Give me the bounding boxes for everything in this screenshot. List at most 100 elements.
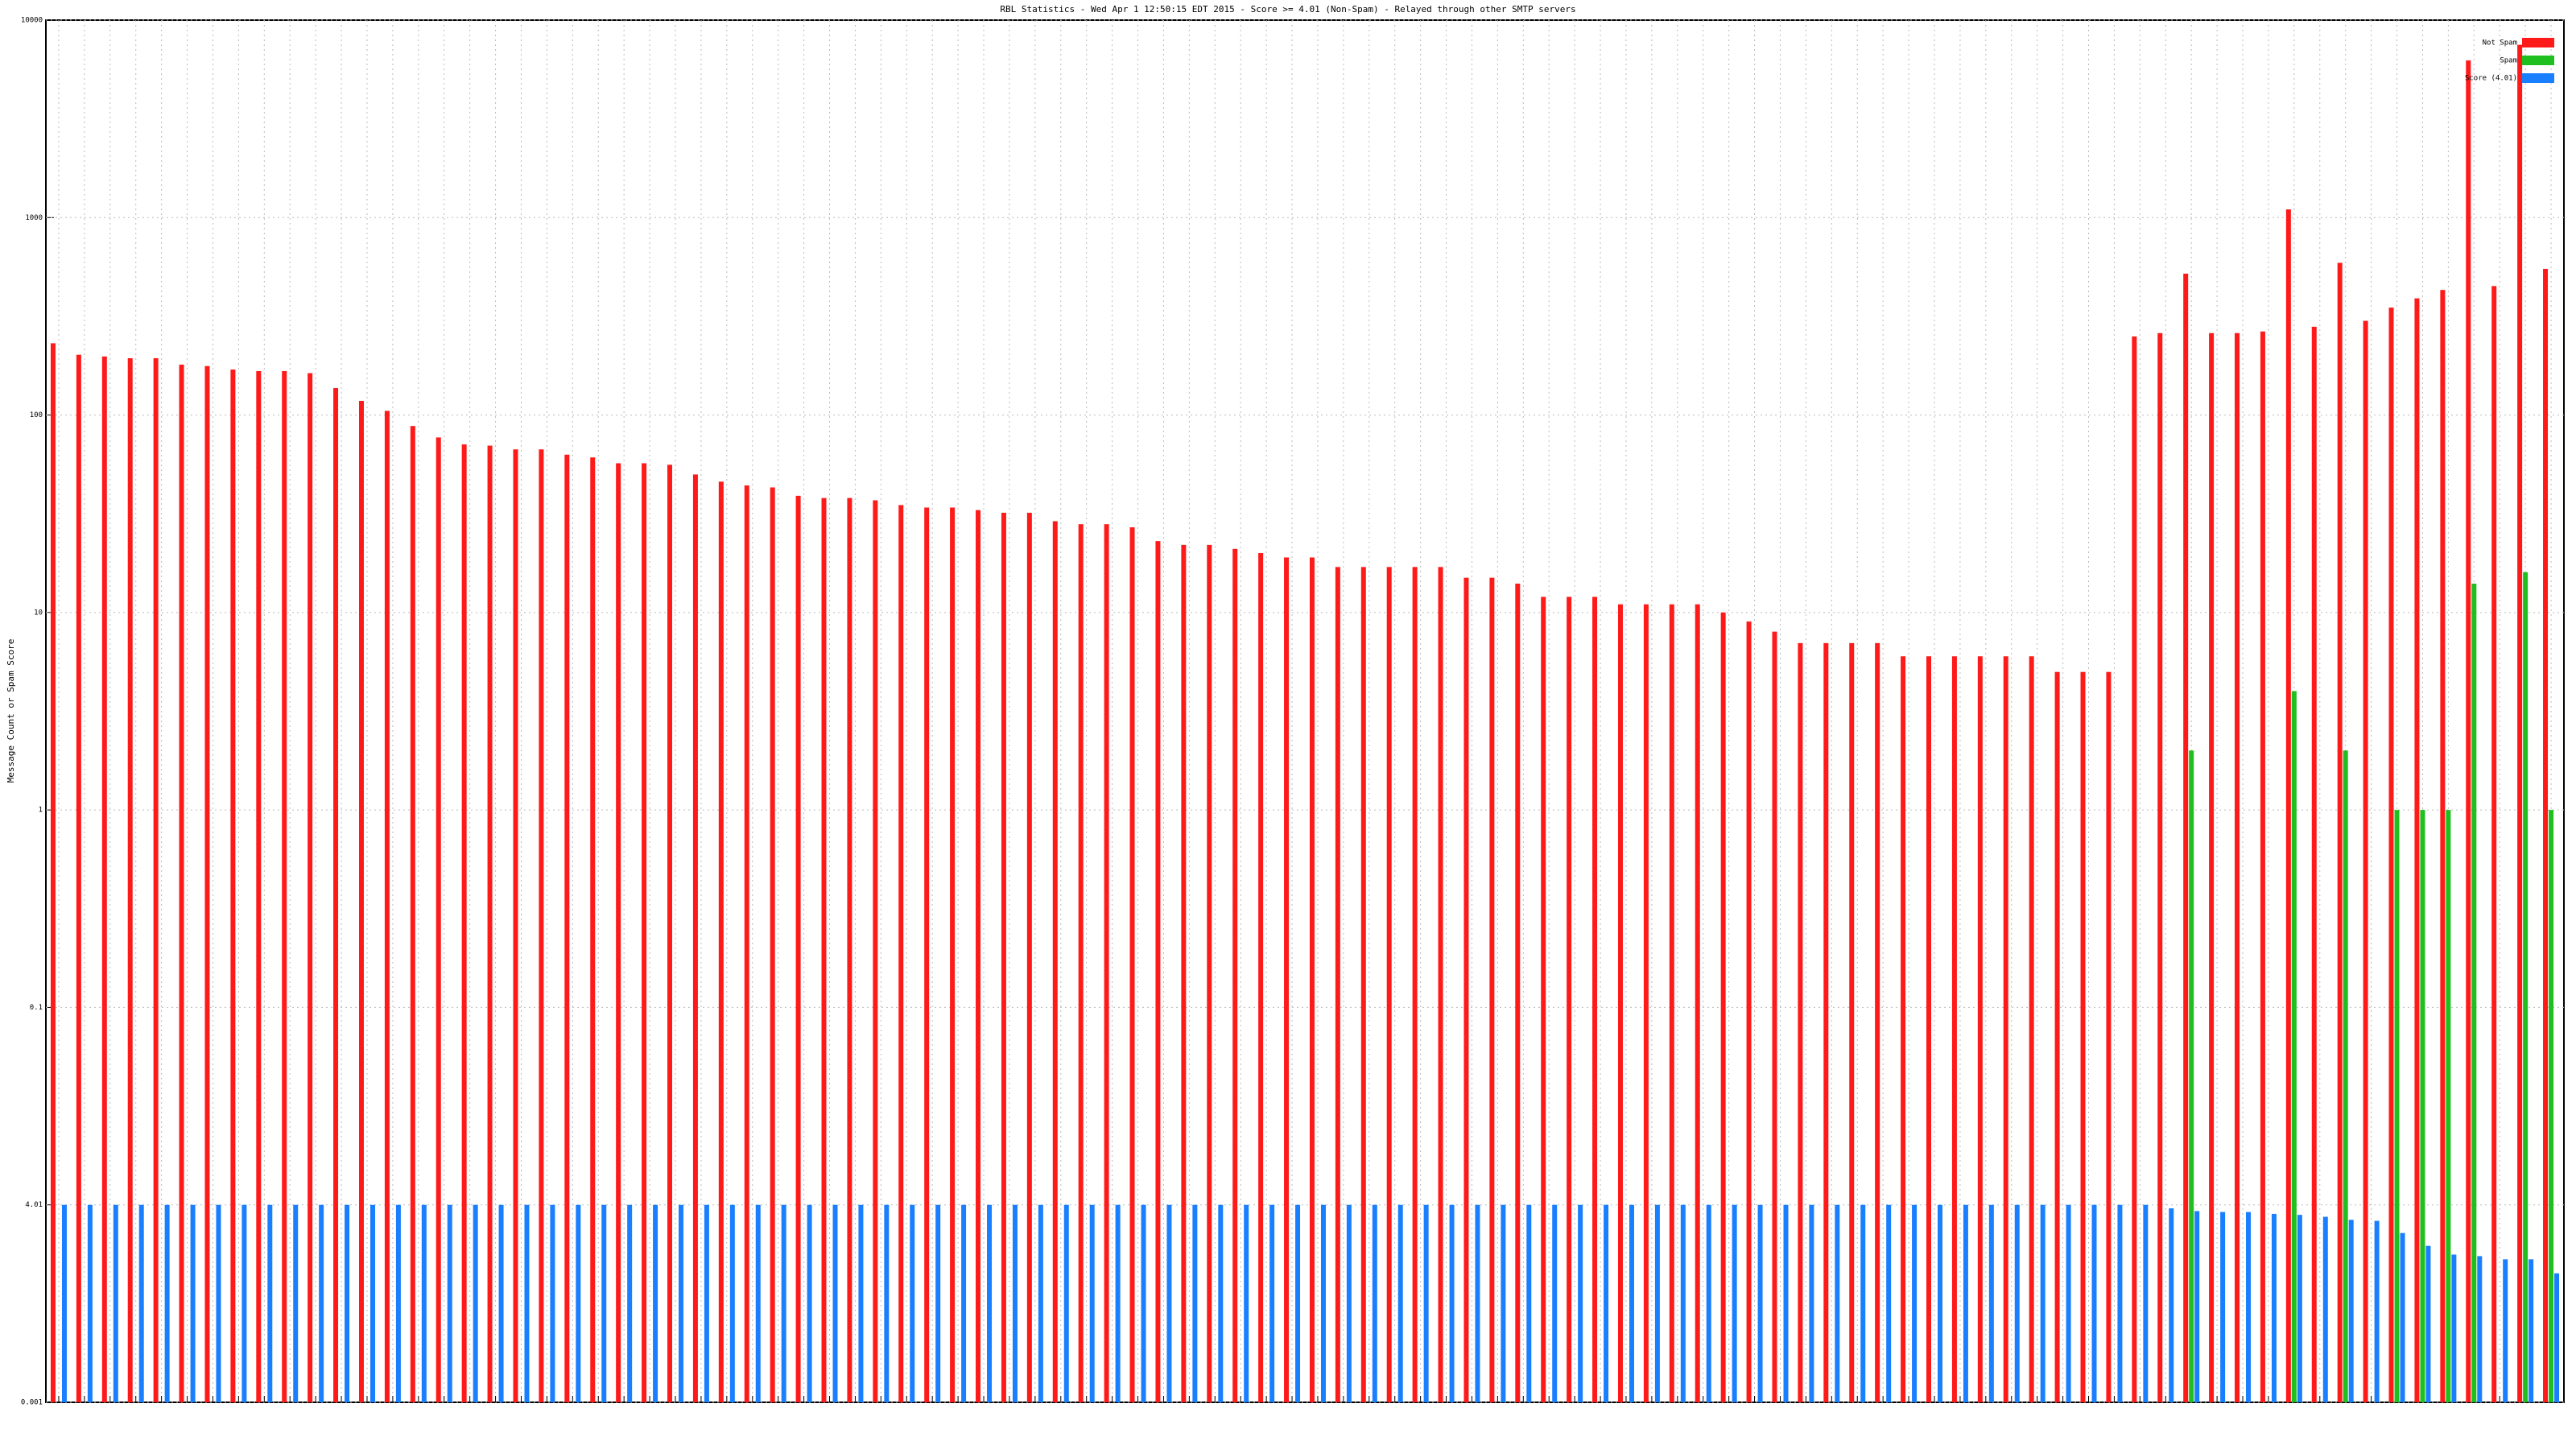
bar [627,1204,633,1402]
y-tick-label: 0.1 [30,1004,43,1012]
bar [601,1204,607,1402]
bar [2466,60,2471,1402]
bar [1346,1204,1352,1402]
bar [729,1204,735,1402]
bar [1643,604,1649,1402]
bar [807,1204,812,1402]
bar [2394,810,2400,1402]
bar [461,444,467,1402]
y-tick-label: 0.001 [21,1399,43,1407]
bar [550,1204,555,1402]
bar [1526,1204,1532,1402]
bar [2040,1204,2046,1402]
bar [1309,557,1315,1402]
bar [2080,671,2086,1402]
bar [1438,567,1443,1402]
bar [679,1204,683,1402]
bar [1244,1204,1249,1402]
bar [1012,1204,1018,1402]
bar [2235,332,2240,1402]
bar [204,365,210,1403]
bar [50,343,56,1403]
y-tick-label: 100 [30,411,43,419]
bar [2189,750,2194,1402]
bar [858,1204,864,1402]
bar [1181,544,1187,1402]
bar [256,370,262,1402]
legend-swatch [2522,73,2554,83]
bar [410,426,415,1403]
bar [2543,268,2549,1402]
bar [2054,671,2060,1402]
bar [1489,577,1495,1402]
bar [1232,548,1238,1403]
bar [1592,597,1598,1402]
y-tick-label: 1000 [25,214,43,222]
y-tick-label: 4.01 [25,1201,43,1209]
bar [164,1204,170,1402]
bar [1129,527,1135,1402]
bar [2029,656,2034,1402]
bar [1669,604,1674,1402]
bar [345,1204,350,1402]
bar [1115,1204,1121,1402]
bar [395,1204,401,1402]
bar [2169,1208,2174,1402]
bar [642,463,647,1402]
bar [1567,597,1572,1402]
bar [2440,290,2446,1402]
bar [2414,298,2420,1402]
bar [795,495,801,1402]
bar [1938,1204,1942,1402]
bar [2003,656,2008,1402]
bar [821,497,827,1402]
bar [524,1204,530,1402]
bar [1463,577,1469,1402]
bar [847,497,852,1402]
bar [935,1204,941,1402]
bar [2194,1211,2200,1402]
bar [153,357,159,1402]
bar [2425,1245,2431,1402]
bar [976,510,981,1402]
bar [1141,1204,1146,1402]
bar [1772,631,1777,1402]
legend-swatch [2522,56,2554,65]
bar [1757,1204,1763,1402]
bar [1732,1204,1737,1402]
bar [2388,308,2394,1402]
bar [76,354,81,1402]
bar [2554,1273,2560,1402]
bar [358,400,364,1402]
y-tick-label: 1 [39,807,43,815]
bar [2517,44,2523,1403]
bar [1001,512,1006,1402]
bar [267,1204,273,1402]
bar [2271,1213,2277,1402]
bar [1284,557,1290,1402]
bar [2471,584,2477,1402]
y-axis-label: Message Count or Spam Score [6,639,16,783]
bar [755,1204,761,1402]
y-tick-label: 10 [34,609,43,617]
bar [87,1204,93,1402]
bar [961,1204,967,1402]
bar [1335,567,1340,1402]
bar [718,481,724,1402]
plot-frame [45,19,2565,1403]
bar [1875,642,1880,1402]
bar [1218,1204,1224,1402]
bar [216,1204,221,1402]
bar [61,1204,67,1402]
bar [1063,1204,1069,1402]
bar [1104,524,1109,1402]
bar [1320,1204,1326,1402]
bar [1951,656,1957,1402]
bar [2529,1259,2534,1402]
bar [2246,1212,2252,1402]
bar [653,1204,658,1402]
bar [1397,1204,1403,1402]
bar [2348,1220,2354,1402]
bar [2374,1220,2380,1402]
